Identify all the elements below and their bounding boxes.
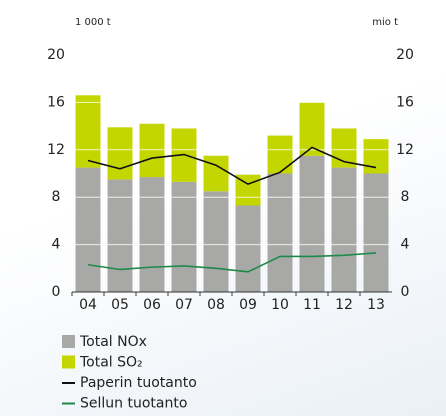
x-tick-label: 05: [111, 297, 129, 313]
y2-axis-unit: mio t: [372, 17, 398, 28]
y2-tick-label: 16: [396, 94, 414, 110]
y2-tick-label: 0: [401, 284, 410, 300]
y2-tick-label: 4: [401, 237, 410, 253]
bar: [107, 127, 133, 180]
y-axis-unit: 1 000 t: [75, 17, 111, 28]
bar: [363, 173, 389, 292]
y2-tick-label: 8: [401, 189, 410, 205]
x-tick-label: 13: [367, 297, 385, 313]
bar: [75, 167, 101, 292]
bar: [107, 179, 133, 292]
y-tick-label: 4: [52, 237, 61, 253]
bar: [203, 191, 229, 292]
x-tick-label: 11: [303, 297, 321, 313]
bar: [331, 167, 357, 292]
legend-label: Sellun tuotanto: [80, 396, 187, 412]
legend-swatch: [62, 335, 75, 348]
y2-tick-label: 12: [396, 142, 414, 158]
y-tick-label: 20: [47, 47, 65, 63]
x-tick-label: 04: [79, 297, 97, 313]
line: [87, 252, 377, 273]
x-tick-label: 06: [143, 297, 161, 313]
bar: [267, 135, 293, 174]
x-tick-label: 09: [239, 297, 257, 313]
bar: [235, 205, 261, 292]
x-tick-label: 07: [175, 297, 193, 313]
x-tick-label: 10: [271, 297, 289, 313]
bar: [203, 155, 229, 192]
legend-label: Total SO₂: [79, 355, 143, 371]
legend-label: Total NOx: [79, 334, 147, 350]
bar: [139, 177, 165, 292]
y-tick-label: 16: [47, 94, 65, 110]
y-tick-label: 0: [52, 284, 61, 300]
y-tick-label: 12: [47, 142, 65, 158]
x-tick-label: 12: [335, 297, 353, 313]
legend-label: Paperin tuotanto: [80, 375, 197, 391]
bar: [139, 123, 165, 178]
legend-swatch: [62, 355, 75, 369]
bar: [299, 155, 325, 292]
line: [87, 146, 377, 186]
y-tick-label: 8: [52, 189, 61, 205]
bar: [75, 95, 101, 168]
x-tick-label: 08: [207, 297, 225, 313]
bar: [267, 173, 293, 292]
bar: [363, 139, 389, 174]
bar: [171, 181, 197, 292]
y2-tick-label: 20: [396, 47, 414, 63]
